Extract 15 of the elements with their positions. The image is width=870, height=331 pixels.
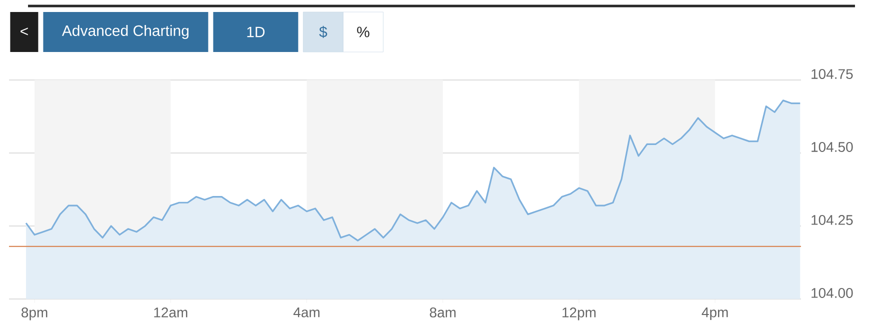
- text: <: [20, 28, 28, 36]
- x-tick-label: 4pm: [702, 308, 728, 320]
- y-tick-label: 104.75: [812, 69, 853, 79]
- y-tick-label: 104.25: [812, 215, 853, 225]
- y-tick-label: 104.50: [812, 142, 853, 152]
- x-tick-label: 4am: [293, 308, 320, 318]
- text: 1D: [247, 26, 265, 38]
- text: $: [319, 26, 328, 38]
- x-tick-label: 12am: [154, 308, 188, 318]
- x-tick-label: 12pm: [562, 308, 596, 320]
- text: Advanced Charting: [62, 25, 188, 39]
- text: %: [357, 26, 370, 38]
- x-tick-label: 8pm: [22, 308, 48, 320]
- x-tick-label: 8am: [430, 308, 456, 318]
- y-tick-label: 104.00: [812, 288, 853, 298]
